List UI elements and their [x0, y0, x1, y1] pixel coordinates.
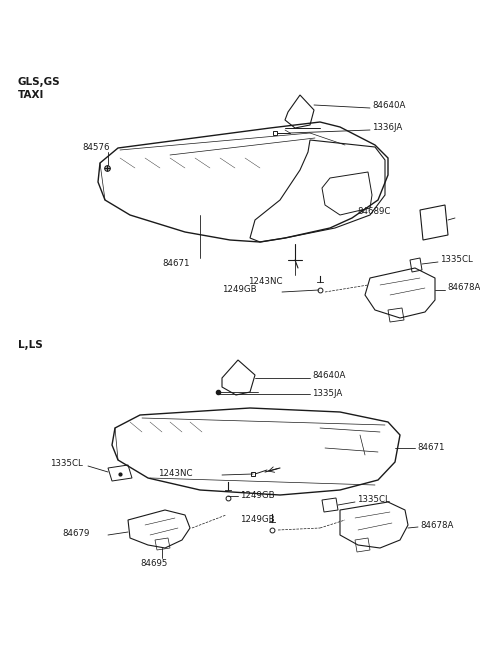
Text: 84671: 84671 — [417, 443, 444, 451]
Text: 1335CL: 1335CL — [357, 495, 390, 505]
Text: 84695: 84695 — [140, 560, 168, 568]
Text: 84689C: 84689C — [357, 208, 390, 217]
Text: 1249GB: 1249GB — [240, 516, 275, 524]
Text: 84576: 84576 — [82, 143, 109, 152]
Text: 84678A: 84678A — [420, 520, 454, 530]
Text: 1243NC: 1243NC — [248, 277, 283, 286]
Text: 1335CL: 1335CL — [50, 459, 83, 468]
Text: 84640A: 84640A — [312, 371, 346, 380]
Text: 84679: 84679 — [62, 530, 89, 539]
Text: 84678A: 84678A — [447, 284, 480, 292]
Text: 1249GB: 1249GB — [240, 491, 275, 499]
Text: 84671: 84671 — [162, 260, 190, 269]
Text: 1335CL: 1335CL — [440, 256, 473, 265]
Text: 84640A: 84640A — [372, 101, 406, 110]
Text: L,LS: L,LS — [18, 340, 43, 350]
Text: 1336JA: 1336JA — [372, 124, 402, 133]
Text: 1335JA: 1335JA — [312, 388, 342, 397]
Text: TAXI: TAXI — [18, 90, 44, 100]
Text: 1243NC: 1243NC — [158, 470, 192, 478]
Text: 1249GB: 1249GB — [222, 286, 257, 294]
Text: GLS,GS: GLS,GS — [18, 77, 60, 87]
